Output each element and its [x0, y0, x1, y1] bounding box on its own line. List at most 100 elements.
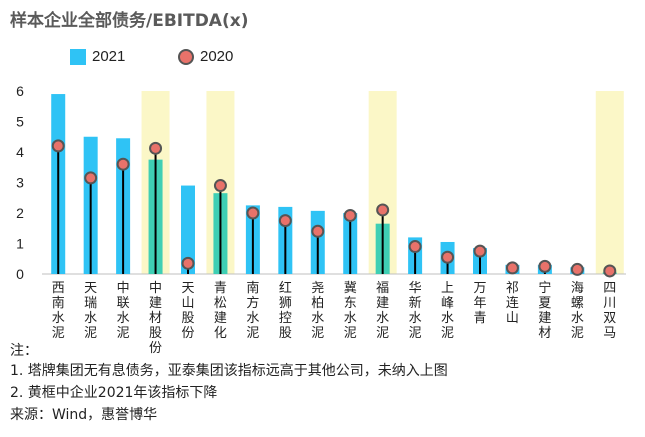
category-label-char: 四	[603, 281, 616, 296]
category-label-char: 上	[441, 281, 454, 296]
legend-label-2020: 2020	[200, 48, 234, 65]
category-label-char: 水	[84, 311, 97, 326]
note-line-1: 1. 塔牌集团无有息债务，亚泰集团该指标远高于其他公司，未纳入上图	[10, 363, 448, 379]
category-label-char: 瑞	[84, 296, 97, 311]
category-label-char: 股	[149, 326, 162, 341]
category-label-char: 泥	[571, 326, 584, 341]
dot-2020	[376, 203, 390, 217]
category-label-char: 祁	[506, 281, 519, 296]
dot-2020	[149, 141, 163, 155]
dot-2020	[311, 224, 325, 238]
category-label-char: 新	[409, 295, 422, 311]
chart-title: 样本企业全部债务/EBITDA(x)	[10, 11, 249, 31]
category-label-char: 中	[149, 281, 162, 296]
category-label-char: 南	[246, 280, 259, 296]
category-label-char: 尧	[311, 281, 324, 296]
category-label-char: 股	[181, 311, 194, 326]
dot-2020	[408, 240, 422, 254]
category-label-char: 水	[441, 311, 454, 326]
category-label-char: 华	[409, 281, 422, 296]
category-label-char: 东	[344, 296, 357, 311]
y-tick-label: 5	[16, 114, 24, 130]
category-label-char: 峰	[441, 296, 454, 311]
category-label-char: 建	[214, 311, 227, 326]
category-label-char: 年	[473, 296, 486, 311]
category-label-char: 建	[149, 296, 162, 311]
dot-2020	[570, 262, 584, 276]
category-label-char: 水	[376, 311, 389, 326]
y-tick-label: 0	[16, 266, 24, 282]
category-label-char: 夏	[538, 296, 551, 311]
category-label-char: 山	[506, 311, 519, 326]
dot-2020	[538, 259, 552, 273]
category-label-char: 宁	[538, 280, 551, 296]
legend-label-2021: 2021	[92, 48, 126, 65]
category-label-char: 中	[117, 281, 130, 296]
category-label-char: 泥	[311, 326, 324, 341]
legend-item-2020: 2020	[178, 48, 233, 65]
category-label-char: 福	[376, 281, 389, 296]
category-label-char: 万	[473, 281, 486, 296]
dot-2020	[505, 261, 519, 275]
category-label-char: 连	[506, 295, 519, 311]
category-label-char: 化	[214, 326, 227, 341]
category-label-char: 天	[84, 281, 97, 296]
category-label-char: 股	[279, 326, 292, 341]
category-label-char: 青	[473, 311, 486, 326]
category-label-char: 青	[214, 281, 227, 296]
category-label-char: 材	[149, 311, 162, 326]
legend-swatch-2021	[70, 48, 86, 65]
category-label-char: 泥	[441, 326, 454, 341]
category-label-char: 马	[603, 326, 616, 341]
category-label-char: 联	[117, 296, 130, 311]
y-tick-label: 1	[16, 236, 24, 252]
category-label-char: 南	[52, 295, 65, 311]
category-label-char: 材	[538, 326, 551, 341]
category-label-char: 水	[52, 311, 65, 326]
category-label-char: 天	[181, 281, 194, 296]
category-label-char: 建	[376, 296, 389, 311]
category-label-char: 松	[214, 296, 227, 311]
category-label-char: 西	[52, 281, 65, 296]
dot-2020	[343, 208, 357, 222]
dot-2020	[84, 171, 98, 185]
y-tick-label: 6	[16, 83, 24, 99]
category-label-char: 泥	[409, 326, 422, 341]
source-note: 来源：Wind，惠誉博华	[10, 407, 158, 423]
category-label-char: 冀	[344, 280, 357, 296]
category-label-char: 水	[409, 311, 422, 326]
dot-2020	[246, 206, 260, 220]
y-tick-label: 2	[16, 205, 24, 221]
dot-2020	[181, 256, 195, 270]
dot-2020	[116, 157, 130, 171]
bar-2021	[181, 185, 195, 274]
category-label-char: 水	[246, 311, 259, 326]
category-label-char: 水	[571, 311, 584, 326]
category-label-char: 泥	[376, 326, 389, 341]
category-label-char: 水	[344, 311, 357, 326]
category-label-char: 海	[571, 281, 584, 296]
notes-heading: 注：	[10, 343, 38, 359]
dot-2020	[603, 264, 617, 278]
category-label-char: 方	[246, 295, 259, 311]
category-label-char: 柏	[311, 296, 324, 311]
dot-2020	[213, 179, 227, 193]
note-line-2: 2. 黄框中企业2021年该指标下降	[10, 385, 218, 401]
legend-item-2021: 2021	[70, 48, 125, 65]
category-label-char: 水	[311, 311, 324, 326]
dot-2020	[278, 214, 292, 228]
y-tick-label: 3	[16, 175, 24, 191]
highlight-box	[595, 91, 624, 274]
category-label-char: 山	[181, 296, 194, 311]
category-label-char: 川	[603, 296, 616, 311]
category-label-char: 份	[181, 326, 194, 341]
category-label-char: 狮	[279, 296, 292, 311]
category-label-char: 泥	[84, 326, 97, 341]
dot-2020	[473, 244, 487, 258]
category-label-char: 份	[149, 341, 162, 356]
category-label-char: 红	[279, 280, 292, 296]
dot-2020	[51, 139, 65, 153]
category-label-char: 双	[603, 311, 616, 326]
legend-marker-2020	[178, 48, 194, 65]
